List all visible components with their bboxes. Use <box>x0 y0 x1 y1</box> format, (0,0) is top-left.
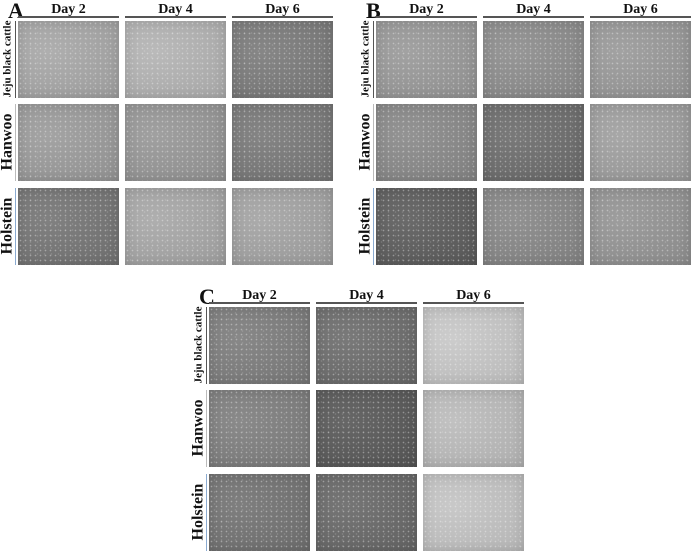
micrograph <box>18 21 119 98</box>
micrograph <box>209 390 310 467</box>
micrograph <box>316 307 417 384</box>
column-header-rule <box>232 16 333 18</box>
micrograph <box>483 21 584 98</box>
column-header-rule <box>423 302 524 304</box>
micrograph <box>483 188 584 265</box>
micrograph <box>376 188 477 265</box>
micrograph <box>232 188 333 265</box>
row-label: Holstein <box>0 197 16 255</box>
column-header-rule <box>376 16 477 18</box>
column-header-rule <box>125 16 226 18</box>
row-label: Hanwoo <box>0 113 16 171</box>
column-header: Day 2 <box>242 288 277 303</box>
row-label-rule <box>15 21 16 98</box>
row-label-rule <box>15 104 16 181</box>
micrograph <box>590 104 691 181</box>
micrograph <box>125 21 226 98</box>
micrograph <box>232 21 333 98</box>
column-header: Day 4 <box>158 2 193 17</box>
micrograph <box>590 21 691 98</box>
column-header: Day 6 <box>265 2 300 17</box>
row-label-rule <box>15 188 16 265</box>
micrograph <box>125 188 226 265</box>
micrograph <box>590 188 691 265</box>
micrograph <box>209 307 310 384</box>
micrograph <box>423 307 524 384</box>
row-label: Jeju black cattle <box>192 306 205 384</box>
column-header: Day 6 <box>623 2 658 17</box>
row-label: Jeju black cattle <box>359 20 372 98</box>
micrograph <box>18 188 119 265</box>
column-header-rule <box>483 16 584 18</box>
micrograph <box>316 390 417 467</box>
micrograph <box>209 474 310 551</box>
row-label-rule <box>373 104 374 181</box>
row-label: Jeju black cattle <box>1 20 14 98</box>
column-header-rule <box>209 302 310 304</box>
column-header: Day 4 <box>516 2 551 17</box>
column-header-rule <box>590 16 691 18</box>
row-label-rule <box>373 21 374 98</box>
column-header: Day 4 <box>349 288 384 303</box>
micrograph <box>18 104 119 181</box>
column-header-rule <box>316 302 417 304</box>
column-header: Day 6 <box>456 288 491 303</box>
micrograph <box>125 104 226 181</box>
row-label-rule <box>206 307 207 384</box>
micrograph <box>483 104 584 181</box>
micrograph <box>376 104 477 181</box>
row-label-rule <box>206 390 207 467</box>
column-header: Day 2 <box>51 2 86 17</box>
row-label: Holstein <box>356 197 374 255</box>
row-label: Hanwoo <box>356 113 374 171</box>
micrograph <box>376 21 477 98</box>
row-label-rule <box>206 474 207 551</box>
micrograph <box>423 474 524 551</box>
micrograph <box>316 474 417 551</box>
micrograph <box>232 104 333 181</box>
column-header: Day 2 <box>409 2 444 17</box>
row-label: Holstein <box>189 483 207 541</box>
row-label-rule <box>373 188 374 265</box>
row-label: Hanwoo <box>189 399 207 457</box>
column-header-rule <box>18 16 119 18</box>
micrograph <box>423 390 524 467</box>
